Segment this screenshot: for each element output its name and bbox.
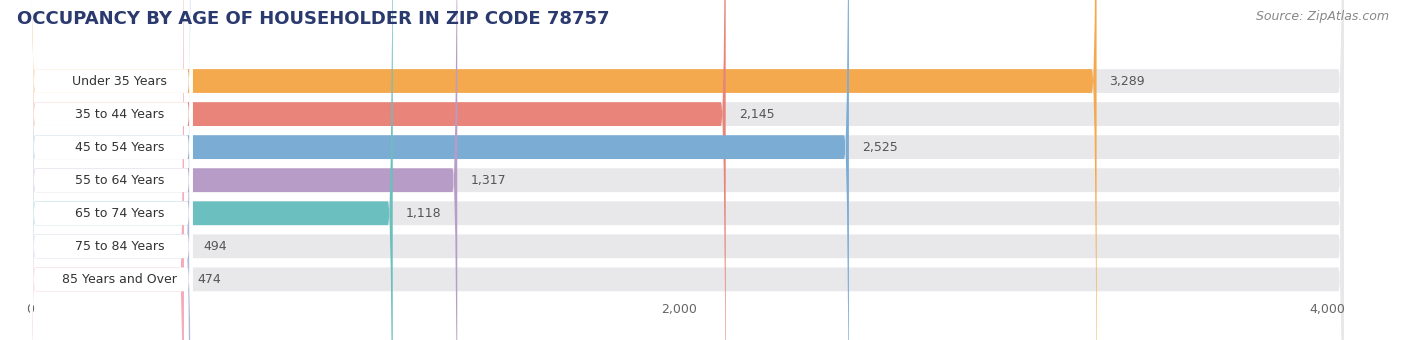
FancyBboxPatch shape (31, 0, 193, 340)
FancyBboxPatch shape (31, 0, 725, 340)
Text: Under 35 Years: Under 35 Years (72, 74, 167, 87)
FancyBboxPatch shape (31, 0, 1097, 340)
Text: 2,145: 2,145 (738, 107, 775, 121)
FancyBboxPatch shape (31, 0, 193, 340)
FancyBboxPatch shape (31, 0, 1343, 340)
Text: 474: 474 (197, 273, 221, 286)
FancyBboxPatch shape (31, 0, 1343, 340)
Text: 494: 494 (204, 240, 226, 253)
FancyBboxPatch shape (31, 0, 1343, 340)
FancyBboxPatch shape (31, 0, 190, 340)
FancyBboxPatch shape (31, 0, 1343, 340)
Text: 65 to 74 Years: 65 to 74 Years (75, 207, 165, 220)
FancyBboxPatch shape (31, 0, 193, 340)
Text: OCCUPANCY BY AGE OF HOUSEHOLDER IN ZIP CODE 78757: OCCUPANCY BY AGE OF HOUSEHOLDER IN ZIP C… (17, 10, 609, 28)
FancyBboxPatch shape (31, 0, 1343, 340)
FancyBboxPatch shape (31, 0, 849, 340)
FancyBboxPatch shape (31, 0, 457, 340)
Text: 75 to 84 Years: 75 to 84 Years (75, 240, 165, 253)
Text: 1,317: 1,317 (470, 174, 506, 187)
Text: 2,525: 2,525 (862, 141, 897, 154)
Text: Source: ZipAtlas.com: Source: ZipAtlas.com (1256, 10, 1389, 23)
FancyBboxPatch shape (31, 0, 1343, 340)
FancyBboxPatch shape (31, 0, 193, 340)
FancyBboxPatch shape (31, 0, 193, 340)
FancyBboxPatch shape (31, 0, 193, 340)
FancyBboxPatch shape (31, 0, 193, 340)
Text: 45 to 54 Years: 45 to 54 Years (75, 141, 165, 154)
Text: 1,118: 1,118 (406, 207, 441, 220)
FancyBboxPatch shape (31, 0, 184, 340)
Text: 35 to 44 Years: 35 to 44 Years (75, 107, 165, 121)
Text: 3,289: 3,289 (1109, 74, 1144, 87)
Text: 85 Years and Over: 85 Years and Over (62, 273, 177, 286)
Text: 55 to 64 Years: 55 to 64 Years (75, 174, 165, 187)
FancyBboxPatch shape (31, 0, 392, 340)
FancyBboxPatch shape (31, 0, 1343, 340)
